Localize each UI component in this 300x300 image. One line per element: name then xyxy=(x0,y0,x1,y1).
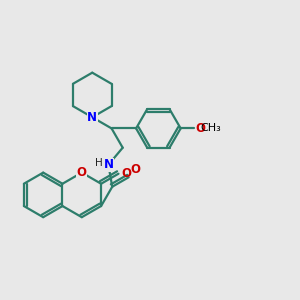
Text: O: O xyxy=(121,167,131,180)
Text: N: N xyxy=(103,158,113,171)
Text: O: O xyxy=(77,166,87,179)
Text: CH₃: CH₃ xyxy=(201,123,222,134)
Text: O: O xyxy=(195,122,205,135)
Text: O: O xyxy=(130,163,140,176)
Text: N: N xyxy=(87,111,97,124)
Text: H: H xyxy=(95,158,103,168)
